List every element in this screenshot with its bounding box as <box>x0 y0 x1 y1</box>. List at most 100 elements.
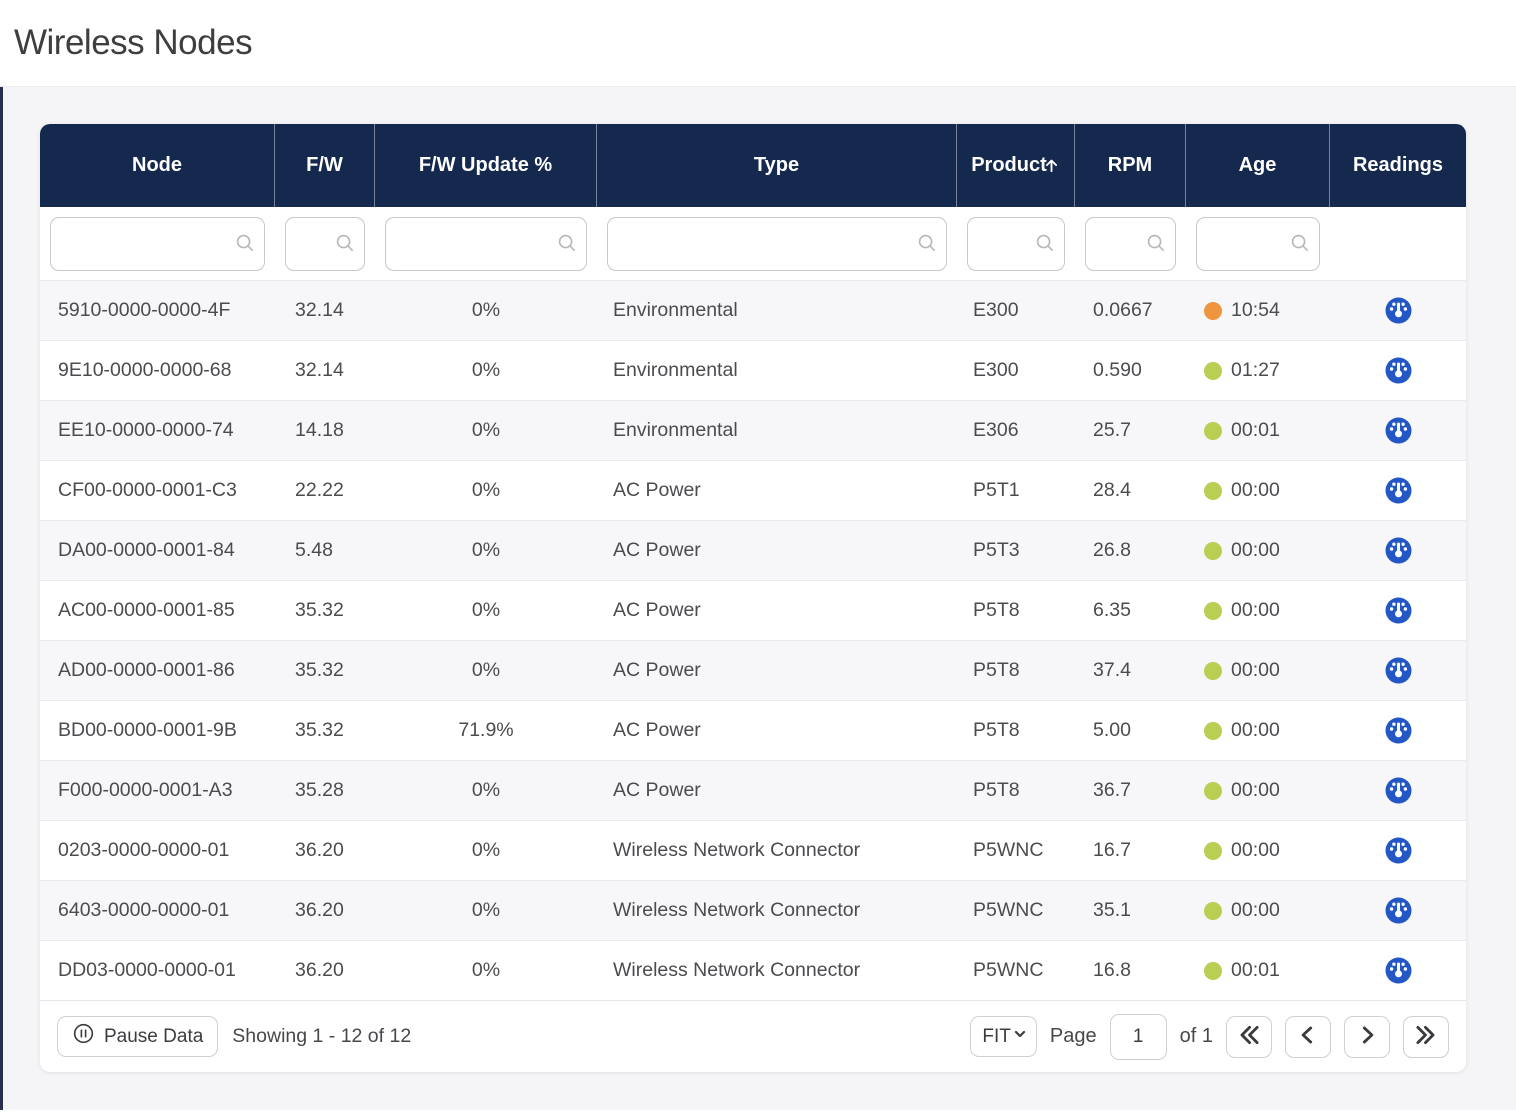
fw-version-cell: 32.14 <box>295 299 344 321</box>
rpm-cell: 37.4 <box>1093 659 1131 681</box>
pause-data-button[interactable]: Pause Data <box>57 1016 219 1057</box>
column-header-f-w-update[interactable]: F/W Update % <box>375 124 597 207</box>
node-id-cell: 5910-0000-0000-4F <box>58 299 231 321</box>
filter-input-f-w-update[interactable] <box>385 216 587 271</box>
rpm-cell: 0.0667 <box>1093 299 1153 321</box>
readings-gauge-icon[interactable] <box>1385 357 1412 384</box>
readings-gauge-icon[interactable] <box>1385 417 1412 444</box>
type-cell: AC Power <box>613 539 701 561</box>
next-page-button[interactable] <box>1344 1015 1390 1058</box>
previous-page-button[interactable] <box>1285 1015 1331 1058</box>
fw-version-cell: 5.48 <box>295 539 333 561</box>
table-row[interactable]: 6403-0000-0000-01 36.20 0% Wireless Network… <box>40 880 1466 940</box>
age-cell: 00:00 <box>1186 641 1330 700</box>
column-header-type[interactable]: Type <box>597 124 957 207</box>
type-cell: AC Power <box>613 659 701 681</box>
column-header-age[interactable]: Age <box>1186 124 1330 207</box>
readings-gauge-icon[interactable] <box>1385 837 1412 864</box>
filter-cell-age <box>1186 207 1330 280</box>
age-cell: 00:00 <box>1186 701 1330 760</box>
type-cell: Environmental <box>613 299 738 321</box>
table-row[interactable]: 5910-0000-0000-4F 32.14 0% Environmental E30… <box>40 280 1466 340</box>
filter-input-node[interactable] <box>50 216 265 271</box>
readings-cell <box>1330 461 1466 520</box>
readings-cell <box>1330 341 1466 400</box>
filter-input-f-w[interactable] <box>285 216 365 271</box>
type-cell: Wireless Network Connector <box>613 899 861 921</box>
fw-version-cell: 35.32 <box>295 599 344 621</box>
column-header-product[interactable]: Product <box>957 124 1075 207</box>
fw-version-cell: 36.20 <box>295 899 344 921</box>
table-row[interactable]: CF00-0000-0001-C3 22.22 0% AC Power P5T1 28.4… <box>40 460 1466 520</box>
type-cell: Environmental <box>613 419 738 441</box>
readings-gauge-icon[interactable] <box>1385 597 1412 624</box>
readings-gauge-icon[interactable] <box>1385 957 1412 984</box>
filter-cell-f-w-update <box>375 207 597 280</box>
column-label: Product <box>971 154 1047 176</box>
readings-gauge-icon[interactable] <box>1385 477 1412 504</box>
chevron-down-icon <box>1012 1026 1028 1048</box>
filter-input-rpm[interactable] <box>1085 216 1176 271</box>
readings-gauge-icon[interactable] <box>1385 897 1412 924</box>
wireless-nodes-table: Node F/W F/W Update % Type Product RPM Age Read… <box>40 124 1466 1072</box>
filter-input-product[interactable] <box>967 216 1065 271</box>
readings-cell <box>1330 881 1466 940</box>
table-row[interactable]: AD00-0000-0001-86 35.32 0% AC Power P5T8 37.4… <box>40 640 1466 700</box>
readings-gauge-icon[interactable] <box>1385 297 1412 324</box>
table-row[interactable]: EE10-0000-0000-74 14.18 0% Environmental E30… <box>40 400 1466 460</box>
fw-update-cell: 0% <box>471 419 501 441</box>
page-number-input[interactable] <box>1109 1013 1167 1060</box>
age-status-dot <box>1204 901 1222 920</box>
readings-gauge-icon[interactable] <box>1385 537 1412 564</box>
age-value: 00:00 <box>1231 479 1280 501</box>
readings-gauge-icon[interactable] <box>1385 657 1412 684</box>
product-cell: E306 <box>973 419 1019 441</box>
rpm-cell: 16.7 <box>1093 839 1131 861</box>
rpm-cell: 16.8 <box>1093 959 1131 981</box>
age-value: 00:00 <box>1231 839 1280 861</box>
age-status-dot <box>1204 841 1222 860</box>
fw-update-cell: 0% <box>471 779 501 801</box>
filter-input-type[interactable] <box>607 216 947 271</box>
page-size-select[interactable]: FIT <box>970 1016 1037 1057</box>
column-header-node[interactable]: Node <box>40 124 275 207</box>
age-status-dot <box>1204 601 1222 620</box>
readings-gauge-icon[interactable] <box>1385 777 1412 804</box>
age-status-dot <box>1204 361 1222 380</box>
column-label: F/W <box>306 154 343 176</box>
rpm-cell: 0.590 <box>1093 359 1142 381</box>
fw-version-cell: 35.32 <box>295 659 344 681</box>
node-id-cell: AD00-0000-0001-86 <box>58 659 235 681</box>
column-header-readings[interactable]: Readings <box>1330 124 1466 207</box>
table-row[interactable]: F000-0000-0001-A3 35.28 0% AC Power P5T8 36.7… <box>40 760 1466 820</box>
table-row[interactable]: DA00-0000-0001-84 5.48 0% AC Power P5T3 26.8 0… <box>40 520 1466 580</box>
table-row[interactable]: BD00-0000-0001-9B 35.32 71.9% AC Power P5T8 5… <box>40 700 1466 760</box>
filter-cell-readings <box>1330 207 1466 280</box>
readings-gauge-icon[interactable] <box>1385 717 1412 744</box>
readings-cell <box>1330 401 1466 460</box>
age-value: 00:00 <box>1231 779 1280 801</box>
node-id-cell: DA00-0000-0001-84 <box>58 539 235 561</box>
showing-count: Showing 1 - 12 of 12 <box>232 1025 412 1047</box>
first-page-button[interactable] <box>1226 1015 1272 1058</box>
table-row[interactable]: AC00-0000-0001-85 35.32 0% AC Power P5T8 6.35… <box>40 580 1466 640</box>
table-row[interactable]: 9E10-0000-0000-68 32.14 0% Environmental E30… <box>40 340 1466 400</box>
fw-version-cell: 36.20 <box>295 959 344 981</box>
age-cell: 00:00 <box>1186 581 1330 640</box>
age-value: 00:01 <box>1231 419 1280 441</box>
column-header-rpm[interactable]: RPM <box>1075 124 1186 207</box>
column-label: Type <box>753 154 800 176</box>
readings-cell <box>1330 641 1466 700</box>
age-cell: 10:54 <box>1186 281 1330 340</box>
column-label: RPM <box>1107 154 1153 176</box>
age-value: 00:00 <box>1231 899 1280 921</box>
filter-input-age[interactable] <box>1196 216 1320 271</box>
last-page-button[interactable] <box>1403 1015 1449 1058</box>
node-id-cell: EE10-0000-0000-74 <box>58 419 234 441</box>
table-row[interactable]: DD03-0000-0000-01 36.20 0% Wireless Network… <box>40 940 1466 1000</box>
page-of-label: of 1 <box>1179 1025 1213 1047</box>
type-cell: AC Power <box>613 719 701 741</box>
chevron-left-icon <box>1295 1022 1321 1051</box>
column-header-f-w[interactable]: F/W <box>275 124 375 207</box>
table-row[interactable]: 0203-0000-0000-01 36.20 0% Wireless Network… <box>40 820 1466 880</box>
